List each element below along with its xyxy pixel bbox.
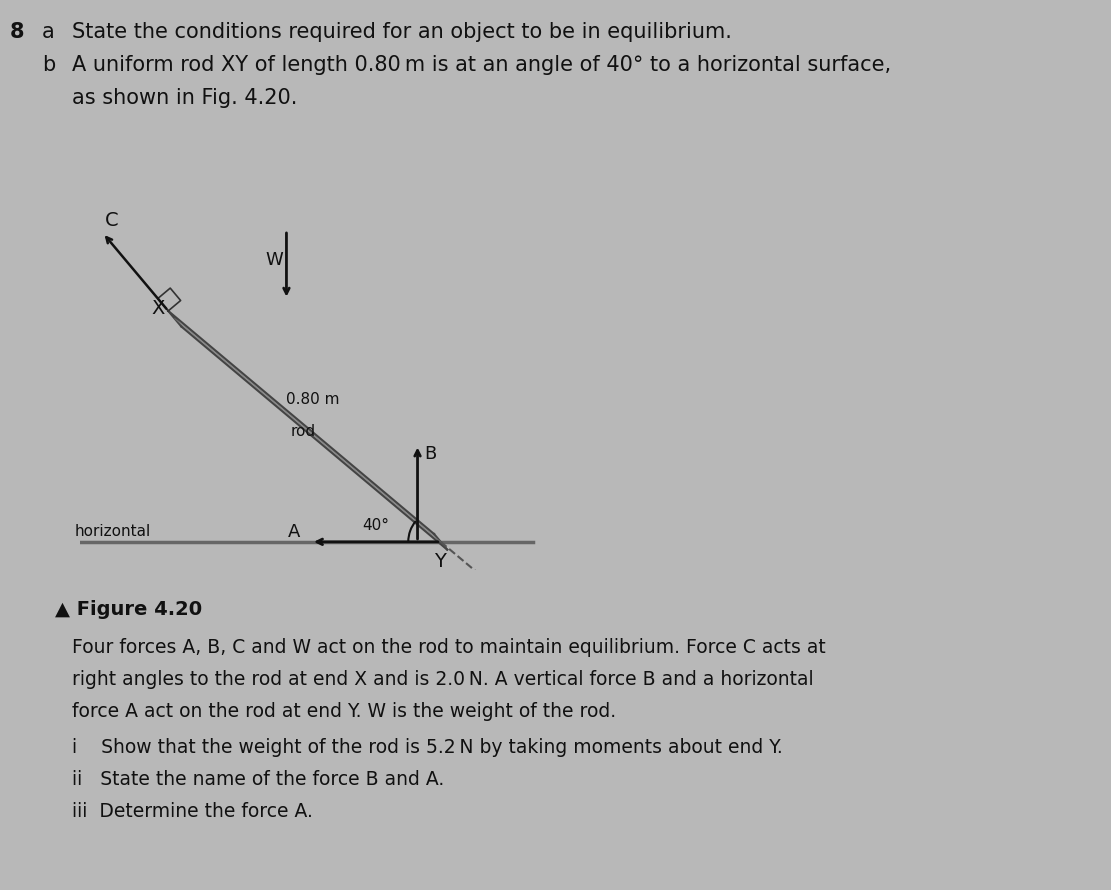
Text: right angles to the rod at end X and is 2.0 N. A vertical force B and a horizont: right angles to the rod at end X and is …	[72, 670, 813, 689]
Text: b: b	[42, 55, 56, 75]
Text: iii  Determine the force A.: iii Determine the force A.	[72, 802, 313, 821]
Text: Four forces A, B, C and W act on the rod to maintain equilibrium. Force C acts a: Four forces A, B, C and W act on the rod…	[72, 638, 825, 657]
Text: C: C	[106, 211, 119, 230]
Text: State the conditions required for an object to be in equilibrium.: State the conditions required for an obj…	[72, 22, 732, 42]
Text: A: A	[288, 523, 300, 541]
Text: 40°: 40°	[362, 518, 389, 533]
Text: force A act on the rod at end Y. W is the weight of the rod.: force A act on the rod at end Y. W is th…	[72, 702, 617, 721]
Text: ii   State the name of the force B and A.: ii State the name of the force B and A.	[72, 770, 444, 789]
Polygon shape	[168, 311, 448, 550]
Text: 0.80 m: 0.80 m	[287, 392, 340, 408]
Text: Y: Y	[433, 553, 446, 571]
Text: 8: 8	[10, 22, 24, 42]
Text: i    Show that the weight of the rod is 5.2 N by taking moments about end Y.: i Show that the weight of the rod is 5.2…	[72, 738, 783, 757]
Text: as shown in Fig. 4.20.: as shown in Fig. 4.20.	[72, 88, 298, 108]
Text: rod: rod	[290, 425, 316, 440]
Text: horizontal: horizontal	[76, 524, 151, 539]
Text: B: B	[424, 444, 437, 463]
Text: A uniform rod XY of length 0.80 m is at an angle of 40° to a horizontal surface,: A uniform rod XY of length 0.80 m is at …	[72, 55, 891, 75]
Text: a: a	[42, 22, 54, 42]
Text: ▲ Figure 4.20: ▲ Figure 4.20	[56, 600, 202, 619]
Text: W: W	[266, 251, 283, 269]
Text: X: X	[151, 299, 166, 318]
